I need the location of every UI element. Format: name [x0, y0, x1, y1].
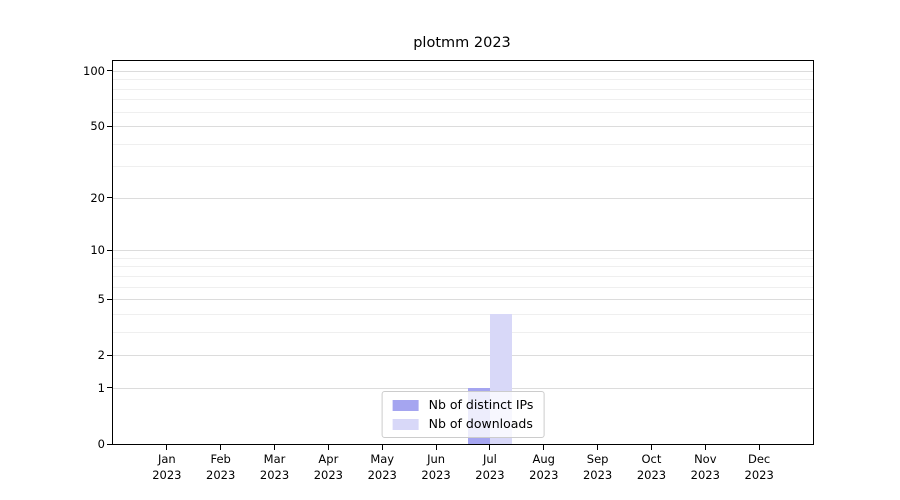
y-tick-mark	[107, 387, 112, 389]
x-tick-mark	[597, 445, 599, 450]
gridline-major	[113, 197, 813, 199]
x-tick-mark	[274, 445, 276, 450]
x-tick-mark	[166, 445, 168, 450]
gridline-major	[113, 126, 813, 128]
x-tick-label: Jul 2023	[475, 452, 505, 482]
gridline-minor	[113, 88, 813, 90]
x-tick-label: Apr 2023	[313, 452, 344, 482]
downloads-swatch	[392, 418, 419, 430]
x-tick-mark	[381, 445, 383, 450]
y-tick-mark	[107, 443, 112, 445]
gridline-major	[113, 355, 813, 357]
gridline-minor	[113, 313, 813, 315]
x-tick-label: Nov 2023	[690, 452, 720, 482]
y-tick-mark	[107, 249, 112, 251]
x-tick-label: Jan 2023	[152, 452, 182, 482]
y-tick-label: 5	[97, 292, 105, 307]
gridline-minor	[113, 286, 813, 288]
legend-label-downloads: Nb of downloads	[428, 416, 533, 431]
legend-item-downloads: Nb of downloads	[392, 416, 534, 431]
gridline-minor	[113, 111, 813, 113]
x-tick-label: Sep 2023	[582, 452, 613, 482]
gridline-major	[113, 299, 813, 301]
x-tick-mark	[327, 445, 329, 450]
gridline-minor	[113, 99, 813, 101]
x-tick-label: Mar 2023	[259, 452, 290, 482]
x-tick-mark	[704, 445, 706, 450]
x-tick-label: May 2023	[367, 452, 397, 482]
x-tick-label: Dec 2023	[744, 452, 774, 482]
x-tick-label: Aug 2023	[529, 452, 559, 482]
distinct-ips-swatch	[392, 399, 419, 411]
gridline-minor	[113, 143, 813, 145]
y-tick-label: 50	[90, 119, 105, 134]
x-tick-mark	[543, 445, 545, 450]
gridline-minor	[113, 257, 813, 259]
x-tick-label: Feb 2023	[206, 452, 236, 482]
gridline-minor	[113, 331, 813, 333]
x-tick-label: Jun 2023	[421, 452, 451, 482]
x-tick-label: Oct 2023	[636, 452, 667, 482]
plot-area: 0 1 2 5 10 20 50 100 Jan 2023 Feb 2023 Mar 2023 Ap…	[83, 60, 814, 482]
y-tick-mark	[107, 354, 112, 356]
gridline-minor	[113, 275, 813, 277]
y-tick-label: 1	[97, 380, 105, 395]
x-tick-mark	[489, 445, 491, 450]
chart-title: plotmm 2023	[413, 35, 511, 51]
legend-label-distinct-ips: Nb of distinct IPs	[428, 397, 534, 412]
x-tick-mark	[758, 445, 760, 450]
y-tick-mark	[107, 298, 112, 300]
y-tick-label: 2	[97, 348, 105, 363]
x-tick-mark	[435, 445, 437, 450]
y-tick-mark	[107, 197, 112, 199]
legend-item-distinct-ips: Nb of distinct IPs	[392, 397, 534, 412]
gridline-minor	[113, 166, 813, 168]
y-tick-label: 20	[90, 190, 105, 205]
x-tick-mark	[650, 445, 652, 450]
y-tick-mark	[107, 70, 112, 72]
y-tick-label: 0	[97, 437, 105, 451]
gridline-minor	[113, 266, 813, 268]
gridline-major	[113, 387, 813, 389]
x-tick-mark	[220, 445, 222, 450]
y-tick-label: 100	[83, 63, 105, 78]
legend: Nb of distinct IPs Nb of downloads	[381, 391, 545, 438]
gridline-major	[113, 70, 813, 72]
y-tick-label: 10	[90, 243, 105, 258]
gridline-minor	[113, 79, 813, 81]
gridline-major	[113, 250, 813, 252]
y-tick-mark	[107, 125, 112, 127]
